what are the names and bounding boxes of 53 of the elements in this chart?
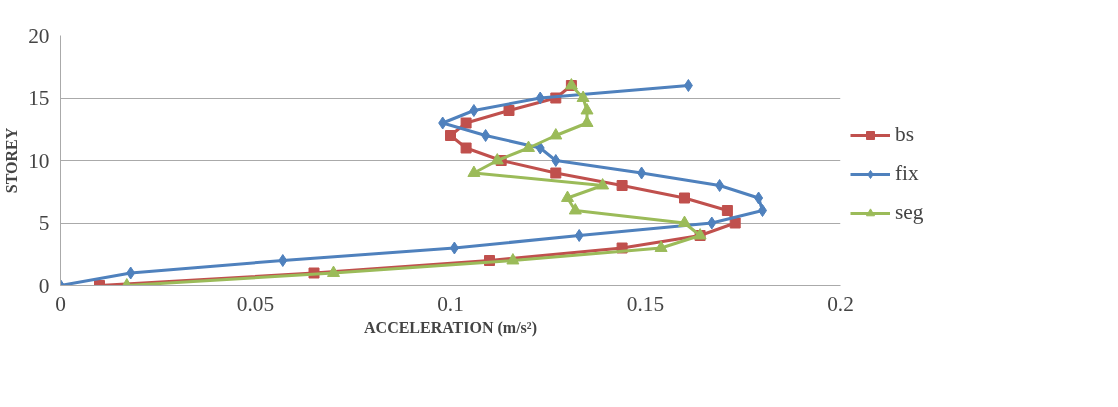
point xyxy=(522,140,535,152)
point xyxy=(729,217,741,229)
legend-label: fix xyxy=(895,161,919,186)
x-tick-label: 0.1 xyxy=(437,291,464,316)
point xyxy=(637,166,647,180)
point xyxy=(561,190,574,202)
point xyxy=(754,191,764,205)
y-axis-title: STOREY xyxy=(3,127,21,194)
y-tick-label: 20 xyxy=(28,23,50,48)
point xyxy=(596,178,610,190)
y-tick-label: 5 xyxy=(38,211,50,235)
point xyxy=(278,254,288,267)
point xyxy=(678,215,691,227)
point xyxy=(715,179,725,192)
point xyxy=(481,129,491,142)
point xyxy=(574,229,584,242)
point xyxy=(460,117,472,129)
y-tick-label: 15 xyxy=(28,86,50,110)
point xyxy=(707,216,717,230)
y-tick-label: 10 xyxy=(28,148,50,173)
point xyxy=(550,167,562,179)
point xyxy=(503,105,515,116)
point xyxy=(616,180,628,191)
point xyxy=(580,115,594,127)
x-tick-label: 0 xyxy=(55,291,66,316)
point xyxy=(551,154,561,167)
x-tick-label: 0.05 xyxy=(236,291,275,316)
point xyxy=(506,253,520,265)
x-axis-title: ACCELERATION (m/s²) xyxy=(364,318,537,337)
point xyxy=(490,153,504,165)
point xyxy=(683,79,693,92)
point xyxy=(126,266,136,280)
point xyxy=(568,203,582,215)
point xyxy=(535,141,545,155)
point xyxy=(438,116,448,130)
point xyxy=(549,128,563,140)
x-tick-label: 0.15 xyxy=(626,291,665,316)
point xyxy=(327,265,340,277)
point xyxy=(535,91,545,105)
legend-label: bs xyxy=(895,122,915,147)
point xyxy=(576,90,590,102)
y-tick-label: 0 xyxy=(38,273,50,298)
point xyxy=(469,104,479,117)
point xyxy=(445,130,456,141)
point xyxy=(654,240,668,252)
point xyxy=(449,241,459,255)
point xyxy=(460,142,472,154)
point xyxy=(467,165,481,177)
x-tick-label: 0.2 xyxy=(827,291,854,316)
point xyxy=(580,103,594,115)
point xyxy=(721,205,733,216)
legend-label: seg xyxy=(895,200,924,225)
point xyxy=(679,192,690,204)
